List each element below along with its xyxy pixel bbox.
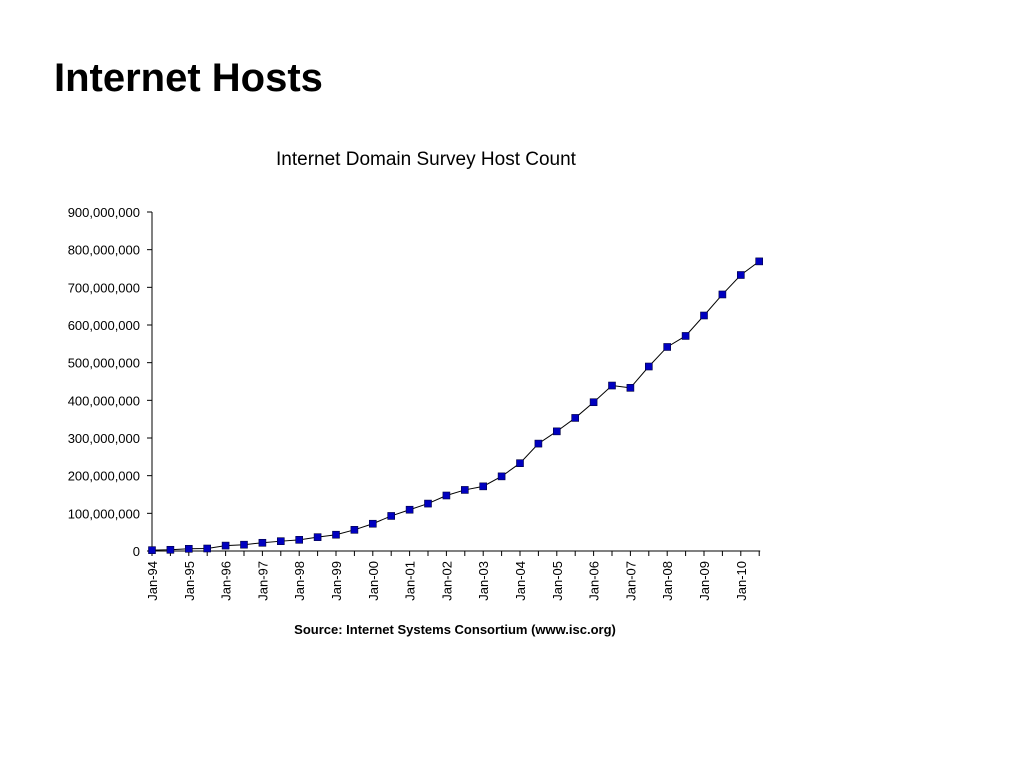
data-point-marker: [313, 533, 322, 541]
data-point-marker: [258, 538, 267, 547]
data-point-marker: [240, 540, 248, 549]
y-tick-label: 400,000,000: [68, 393, 140, 408]
data-point-marker: [405, 505, 414, 514]
data-point-marker: [755, 257, 764, 266]
x-tick-label: Jan-06: [587, 561, 602, 601]
x-tick-label: Jan-01: [403, 561, 418, 601]
x-tick-label: Jan-03: [476, 561, 491, 601]
x-tick-label: Jan-08: [660, 561, 675, 601]
chart-source: Source: Internet Systems Consortium (www…: [294, 622, 616, 637]
data-point-marker: [479, 482, 488, 491]
x-tick-label: Jan-09: [697, 561, 712, 601]
data-point-marker: [552, 427, 561, 436]
data-point-marker: [332, 530, 340, 539]
x-tick-label: Jan-05: [550, 561, 565, 601]
y-tick-label: 900,000,000: [68, 205, 140, 220]
data-point-marker: [350, 526, 359, 534]
x-tick-label: Jan-99: [329, 561, 344, 601]
x-tick-label: Jan-07: [623, 561, 638, 601]
data-point-marker: [442, 491, 451, 500]
data-point-marker: [166, 545, 175, 554]
data-point-marker: [387, 512, 396, 520]
x-tick-label: Jan-10: [734, 561, 749, 601]
data-point-marker: [571, 414, 580, 422]
data-point-marker: [718, 290, 727, 299]
data-point-marker: [185, 544, 193, 553]
y-tick-label: 100,000,000: [68, 506, 140, 521]
data-point-marker: [497, 472, 506, 481]
chart-title: Internet Domain Survey Host Count: [276, 149, 577, 170]
data-point-marker: [608, 381, 616, 390]
series-line: [151, 260, 760, 551]
slide-title: Internet Hosts: [54, 56, 323, 100]
x-tick-label: Jan-95: [182, 561, 197, 601]
x-tick-label: Jan-00: [366, 561, 381, 601]
y-tick-label: 500,000,000: [68, 356, 140, 371]
x-tick-label: Jan-97: [255, 561, 270, 601]
data-point-marker: [644, 362, 653, 371]
plot-area: [148, 257, 764, 554]
y-tick-label: 700,000,000: [68, 280, 140, 295]
data-point-marker: [681, 332, 690, 340]
chart-axes: [151, 212, 761, 552]
data-point-marker: [663, 343, 672, 351]
data-point-marker: [516, 459, 524, 467]
data-point-marker: [534, 439, 543, 448]
y-tick-label: 200,000,000: [68, 469, 140, 484]
data-point-marker: [626, 384, 635, 392]
x-tick-label: Jan-02: [439, 561, 454, 601]
y-tick-label: 800,000,000: [68, 243, 140, 258]
data-point-marker: [424, 499, 432, 508]
data-point-marker: [736, 271, 745, 279]
x-tick-label: Jan-04: [513, 561, 528, 601]
data-point-marker: [295, 536, 304, 544]
y-tick-label: 300,000,000: [68, 431, 140, 446]
x-tick-label: Jan-98: [292, 561, 307, 601]
x-tick-label: Jan-94: [145, 561, 160, 601]
data-point-marker: [700, 311, 708, 320]
data-point-marker: [203, 544, 211, 553]
y-tick-label: 0: [133, 544, 140, 559]
data-point-marker: [368, 519, 377, 528]
data-point-marker: [460, 486, 469, 494]
y-axis-ticks: 0 100,000,000 200,000,000 300,000,000 400,00…: [68, 205, 152, 559]
x-axis-ticks: Jan-94 Jan-95 Jan-96 Jan-97 Jan-98 Jan-99 Jan-…: [145, 551, 760, 601]
data-point-marker: [221, 541, 230, 550]
data-point-marker: [276, 537, 285, 545]
y-tick-label: 600,000,000: [68, 318, 140, 333]
x-tick-label: Jan-96: [219, 561, 234, 601]
data-point-marker: [589, 398, 598, 407]
data-point-marker: [148, 546, 156, 554]
